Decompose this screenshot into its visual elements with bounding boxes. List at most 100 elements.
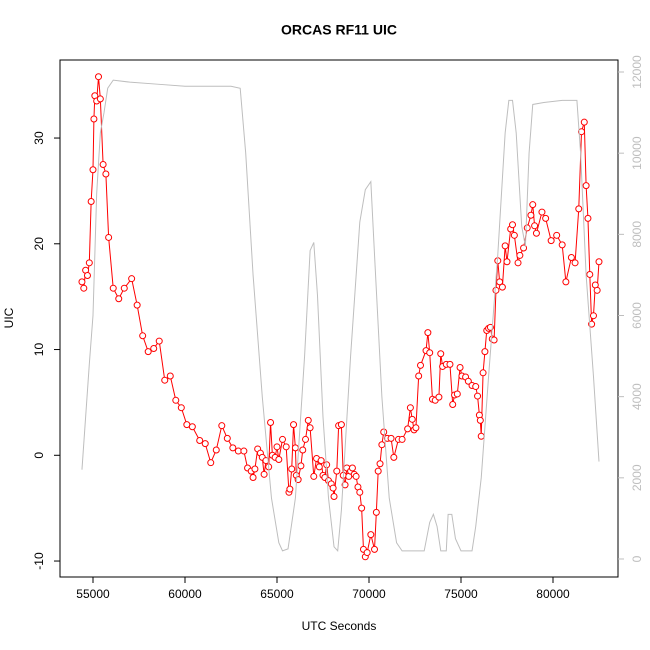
data-point xyxy=(510,231,518,239)
data-point xyxy=(139,332,147,340)
data-point xyxy=(201,440,209,448)
data-point xyxy=(229,444,237,452)
data-point xyxy=(446,360,454,368)
data-point xyxy=(509,221,517,229)
data-point xyxy=(85,259,93,267)
data-point xyxy=(105,233,113,241)
data-point xyxy=(310,472,318,480)
data-point xyxy=(558,241,566,249)
data-point xyxy=(589,312,597,320)
data-point xyxy=(490,336,498,344)
data-point xyxy=(83,272,91,280)
data-point xyxy=(437,350,445,358)
data-point xyxy=(155,337,163,345)
data-point xyxy=(367,531,375,539)
data-point xyxy=(337,421,345,429)
data-point xyxy=(408,415,416,423)
y-tick-label: 10 xyxy=(32,343,46,357)
data-point xyxy=(172,396,180,404)
data-point xyxy=(523,224,531,232)
data-point xyxy=(516,251,524,259)
data-point xyxy=(315,463,323,471)
data-point xyxy=(352,472,360,480)
y2-tick-label: 10000 xyxy=(630,136,644,170)
data-point xyxy=(580,118,588,126)
x-tick-label: 70000 xyxy=(352,587,386,601)
data-point xyxy=(288,465,296,473)
data-point xyxy=(212,446,220,454)
data-point xyxy=(571,259,579,267)
data-point xyxy=(290,421,298,429)
y2-tick-label: 2000 xyxy=(630,464,644,491)
data-point xyxy=(562,278,570,286)
data-point xyxy=(150,344,158,352)
data-point xyxy=(593,286,601,294)
y-tick-label: 20 xyxy=(32,237,46,251)
data-point xyxy=(584,214,592,222)
data-point xyxy=(501,242,509,250)
data-point xyxy=(363,549,371,557)
data-point xyxy=(102,170,110,178)
data-point xyxy=(567,254,575,262)
data-point xyxy=(267,419,275,427)
data-point xyxy=(188,423,196,431)
data-point xyxy=(89,166,97,174)
data-point xyxy=(286,485,294,493)
data-point xyxy=(387,434,395,442)
data-point xyxy=(538,208,546,216)
y2-tick-label: 12000 xyxy=(630,55,644,89)
y-tick-label: 0 xyxy=(32,452,46,459)
data-point xyxy=(531,222,539,230)
data-point xyxy=(424,329,432,337)
data-point xyxy=(279,435,287,443)
data-point xyxy=(378,441,386,449)
data-point xyxy=(406,404,414,412)
data-point xyxy=(498,283,506,291)
data-point xyxy=(348,464,356,472)
y2-tick-label: 6000 xyxy=(630,302,644,329)
data-point xyxy=(398,435,406,443)
data-point xyxy=(95,73,103,81)
data-point xyxy=(356,488,364,496)
data-point xyxy=(249,473,257,481)
y2-tick-label: 0 xyxy=(630,555,644,562)
data-point xyxy=(435,393,443,401)
x-tick-label: 75000 xyxy=(444,587,478,601)
data-point xyxy=(453,390,461,398)
data-point xyxy=(341,481,349,489)
data-point xyxy=(273,443,281,451)
data-point xyxy=(426,349,434,357)
data-point xyxy=(304,416,312,424)
data-point xyxy=(218,422,226,430)
data-point xyxy=(291,444,299,452)
y-axis-label: UIC xyxy=(2,307,16,328)
data-point xyxy=(474,392,482,400)
data-point xyxy=(532,229,540,237)
data-point xyxy=(547,237,555,245)
data-point xyxy=(404,425,412,433)
data-point xyxy=(582,182,590,190)
x-tick-label: 65000 xyxy=(260,587,294,601)
data-point xyxy=(133,301,141,309)
data-point xyxy=(275,456,283,464)
data-point xyxy=(329,484,337,492)
data-point xyxy=(390,453,398,461)
chart-title: ORCAS RF11 UIC xyxy=(281,22,397,38)
data-point xyxy=(306,424,314,432)
data-point xyxy=(299,446,307,454)
data-point xyxy=(358,504,366,512)
data-point xyxy=(417,361,425,369)
data-point xyxy=(128,275,136,283)
data-point xyxy=(529,201,537,209)
data-point xyxy=(115,295,123,303)
data-point xyxy=(578,128,586,136)
y2-tick-label: 4000 xyxy=(630,383,644,410)
data-point xyxy=(372,508,380,516)
y-tick-label: 30 xyxy=(32,131,46,145)
data-point xyxy=(317,457,325,465)
data-point xyxy=(240,447,248,455)
data-point xyxy=(166,372,174,380)
data-point xyxy=(161,376,169,384)
data-point xyxy=(479,369,487,377)
